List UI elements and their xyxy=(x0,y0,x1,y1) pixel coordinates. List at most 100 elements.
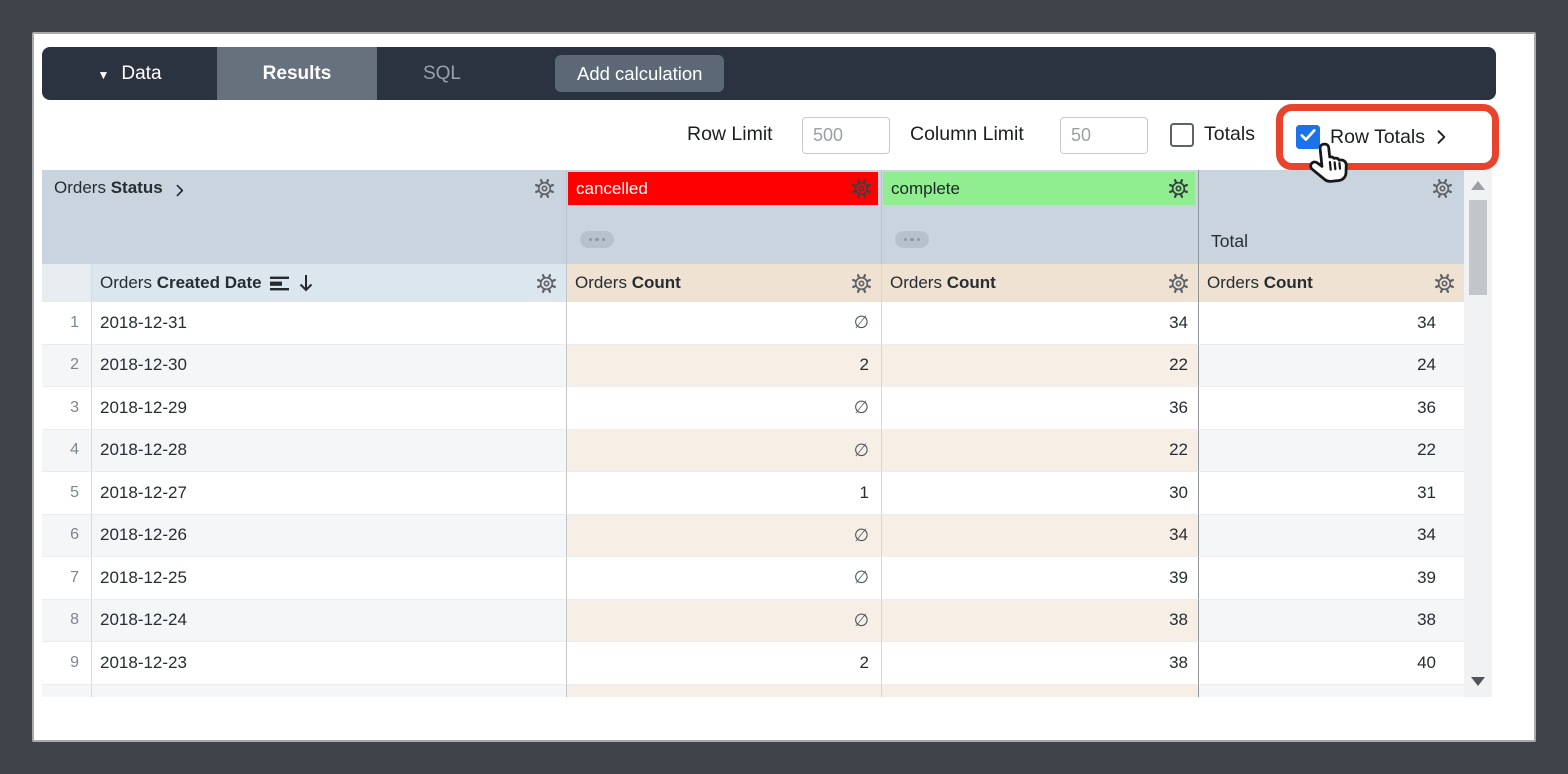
cell-value: 2018-12-30 xyxy=(100,355,187,375)
pivot-value-cancelled-chip[interactable]: cancelled xyxy=(568,172,878,205)
cell-cancelled-count[interactable]: ∅ xyxy=(567,557,882,600)
complete-gear-icon[interactable] xyxy=(1167,177,1190,200)
cell-value: 2 xyxy=(859,652,869,672)
cell-total-count[interactable]: 38 xyxy=(1199,684,1464,697)
cell-date[interactable]: 2018-12-30 xyxy=(92,344,567,387)
tab-results-label: Results xyxy=(262,62,332,84)
cell-cancelled-count[interactable]: ∅ xyxy=(567,684,882,697)
cell-cancelled-count[interactable]: ∅ xyxy=(567,387,882,430)
cell-date[interactable]: 2018-12-24 xyxy=(92,599,567,642)
cell-complete-count[interactable]: 34 xyxy=(882,302,1199,345)
subtotals-icon[interactable] xyxy=(269,275,290,292)
row-totals-checkbox[interactable] xyxy=(1296,125,1320,149)
cell-date[interactable]: 2018-12-31 xyxy=(92,302,567,345)
cell-complete-count[interactable]: 38 xyxy=(882,642,1199,685)
pivot-column-complete: complete xyxy=(882,170,1199,264)
cell-cancelled-count[interactable]: 1 xyxy=(567,472,882,515)
cell-total-count[interactable]: 38 xyxy=(1199,599,1464,642)
totals-checkbox[interactable] xyxy=(1170,123,1194,147)
cell-value: 34 xyxy=(1169,525,1188,545)
total-column-gear-icon[interactable] xyxy=(1431,177,1454,200)
cell-total-count[interactable]: 40 xyxy=(1199,642,1464,685)
cell-cancelled-count[interactable]: ∅ xyxy=(567,599,882,642)
cell-value: 6 xyxy=(70,526,79,544)
cell-total-count[interactable]: 34 xyxy=(1199,302,1464,345)
add-calculation-button[interactable]: Add calculation xyxy=(555,55,725,92)
cell-total-count[interactable]: 24 xyxy=(1199,344,1464,387)
measure-header-cancelled[interactable]: Orders Count xyxy=(567,264,882,302)
cell-date[interactable]: 2018-12-26 xyxy=(92,514,567,557)
row-limit-input[interactable] xyxy=(802,117,890,154)
pivot-value-complete-chip[interactable]: complete xyxy=(883,172,1195,205)
pivot-column-cancelled: cancelled xyxy=(567,170,882,264)
column-limit-input[interactable] xyxy=(1060,117,1148,154)
cell-value: 38 xyxy=(1169,652,1188,672)
row-limit-label: Row Limit xyxy=(687,123,773,145)
date-column-gear-icon[interactable] xyxy=(535,272,558,295)
pivot-dimension-gear-icon[interactable] xyxy=(533,177,556,200)
null-value-symbol: ∅ xyxy=(853,524,869,545)
cell-complete-count[interactable]: 38 xyxy=(882,684,1199,697)
row-number: 9 xyxy=(42,642,92,685)
scroll-up-arrow-icon[interactable] xyxy=(1471,181,1485,190)
cell-total-count[interactable]: 31 xyxy=(1199,472,1464,515)
cell-complete-count[interactable]: 34 xyxy=(882,514,1199,557)
cell-date[interactable]: 2018-12-23 xyxy=(92,642,567,685)
row-totals-chevron-icon[interactable] xyxy=(1431,127,1451,147)
tab-results[interactable]: Results xyxy=(217,47,377,100)
checkmark-icon xyxy=(1298,125,1318,150)
cell-cancelled-count[interactable]: 2 xyxy=(567,344,882,387)
cell-complete-count[interactable]: 22 xyxy=(882,429,1199,472)
scrollbar-thumb[interactable] xyxy=(1469,200,1487,295)
date-column-header[interactable]: Orders Created Date xyxy=(92,264,567,302)
tab-sql[interactable]: SQL xyxy=(377,47,507,100)
cell-value: 38 xyxy=(1417,695,1436,697)
cell-total-count[interactable]: 36 xyxy=(1199,387,1464,430)
cell-date[interactable]: 2018-12-22 xyxy=(92,684,567,697)
pivot-value-complete-label: complete xyxy=(891,178,960,198)
cell-complete-count[interactable]: 39 xyxy=(882,557,1199,600)
cell-complete-count[interactable]: 22 xyxy=(882,344,1199,387)
cell-complete-count[interactable]: 30 xyxy=(882,472,1199,515)
cell-date[interactable]: 2018-12-27 xyxy=(92,472,567,515)
cell-value: 10 xyxy=(61,696,79,697)
measure-gear-icon[interactable] xyxy=(1167,272,1190,295)
pivot-dimension-header[interactable]: Orders Status xyxy=(42,170,567,264)
cell-value: 22 xyxy=(1169,440,1188,460)
measure-header-complete[interactable]: Orders Count xyxy=(882,264,1199,302)
cell-cancelled-count[interactable]: ∅ xyxy=(567,514,882,557)
data-menu-button[interactable]: ▼ Data xyxy=(42,47,217,100)
cell-date[interactable]: 2018-12-28 xyxy=(92,429,567,472)
cell-complete-count[interactable]: 38 xyxy=(882,599,1199,642)
cell-total-count[interactable]: 34 xyxy=(1199,514,1464,557)
cell-value: 24 xyxy=(1417,355,1436,375)
cell-value: 22 xyxy=(1169,355,1188,375)
column-limit-label: Column Limit xyxy=(910,123,1024,145)
pivot-column-menu-ellipsis[interactable] xyxy=(580,231,614,248)
cell-value: 1 xyxy=(859,482,869,502)
measure-gear-icon[interactable] xyxy=(1433,272,1456,295)
data-menu-label: Data xyxy=(121,62,162,84)
sort-descending-icon[interactable] xyxy=(297,273,315,293)
cell-cancelled-count[interactable]: 2 xyxy=(567,642,882,685)
cell-date[interactable]: 2018-12-25 xyxy=(92,557,567,600)
vertical-scrollbar[interactable] xyxy=(1464,170,1492,697)
cell-value: 34 xyxy=(1169,312,1188,332)
cell-total-count[interactable]: 22 xyxy=(1199,429,1464,472)
cell-cancelled-count[interactable]: ∅ xyxy=(567,302,882,345)
cell-cancelled-count[interactable]: ∅ xyxy=(567,429,882,472)
row-number: 5 xyxy=(42,472,92,515)
cell-total-count[interactable]: 39 xyxy=(1199,557,1464,600)
pivot-expand-chevron-icon[interactable] xyxy=(171,182,188,199)
cell-date[interactable]: 2018-12-29 xyxy=(92,387,567,430)
topbar: ▼ Data Results SQL Add calculation xyxy=(42,47,1496,100)
tab-sql-label: SQL xyxy=(422,62,462,84)
cancelled-gear-icon[interactable] xyxy=(850,177,873,200)
measure-header-total[interactable]: Orders Count xyxy=(1199,264,1464,302)
measure-gear-icon[interactable] xyxy=(850,272,873,295)
cell-complete-count[interactable]: 36 xyxy=(882,387,1199,430)
scroll-down-arrow-icon[interactable] xyxy=(1471,677,1485,686)
cell-value: 34 xyxy=(1417,525,1436,545)
cell-value: 9 xyxy=(70,653,79,671)
pivot-column-menu-ellipsis[interactable] xyxy=(895,231,929,248)
